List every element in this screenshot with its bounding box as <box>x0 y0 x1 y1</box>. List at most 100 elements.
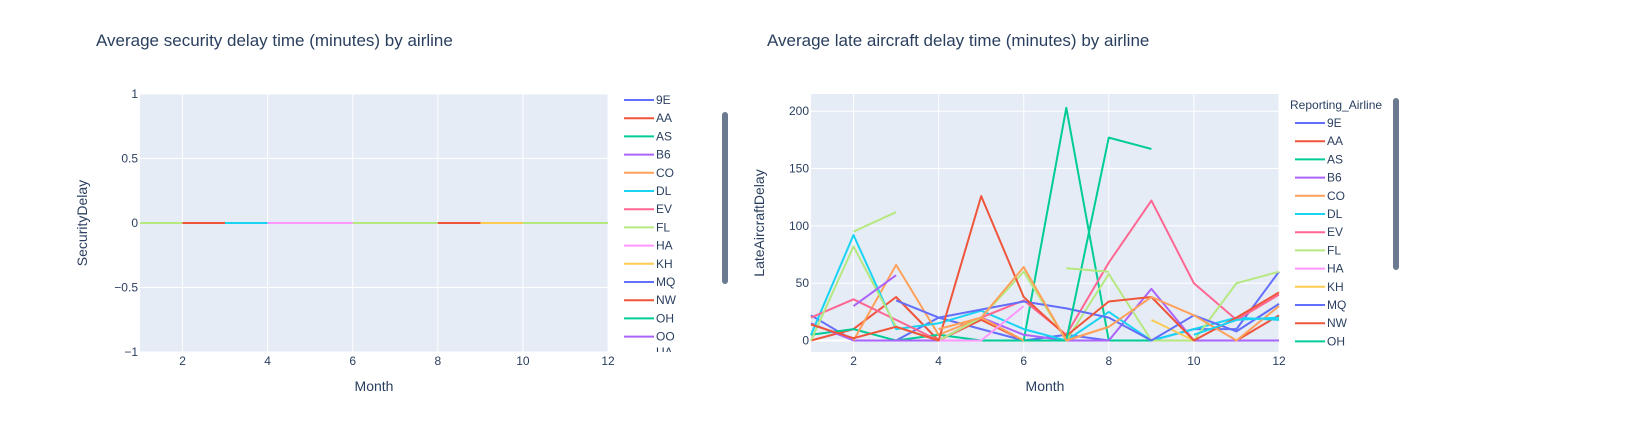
chart2-title: Average late aircraft delay time (minute… <box>767 31 1149 50</box>
legend-label: MQ <box>656 275 675 289</box>
legend-item[interactable]: AS <box>624 129 672 143</box>
chart1-legend-scrollbar[interactable] <box>722 112 728 284</box>
chart1-x-axis-label: Month <box>355 378 394 394</box>
legend-label: DL <box>1327 207 1343 221</box>
x-tick-label: 2 <box>179 354 186 368</box>
legend-item[interactable]: B6 <box>1295 171 1342 185</box>
legend-item[interactable]: DL <box>624 184 672 198</box>
legend-item[interactable]: HA <box>1295 262 1344 276</box>
x-tick-label: 8 <box>434 354 441 368</box>
y-tick-label: −0.5 <box>114 281 138 295</box>
legend-label: NW <box>1327 316 1348 330</box>
series-line <box>938 305 1025 342</box>
legend-label: CO <box>656 166 674 180</box>
chart2-lines <box>810 106 1280 342</box>
y-tick-label: 1 <box>131 87 138 101</box>
legend-item[interactable]: CO <box>624 166 674 180</box>
y-tick-label: −1 <box>124 345 138 359</box>
legend-item[interactable]: FL <box>1295 243 1341 257</box>
legend-item[interactable]: MQ <box>1295 298 1346 312</box>
legend-item[interactable]: KH <box>1295 280 1344 294</box>
series-line <box>938 266 1280 342</box>
chart2-y-axis-label: LateAircraftDelay <box>751 169 767 276</box>
legend-label: CO <box>1327 189 1345 203</box>
series-line <box>810 195 1280 342</box>
chart2-x-axis-label: Month <box>1026 378 1065 394</box>
chart1-y-axis-label: SecurityDelay <box>74 180 90 266</box>
legend-label: HA <box>656 239 673 253</box>
legend-item[interactable]: MQ <box>624 275 675 289</box>
x-tick-label: 10 <box>516 354 530 368</box>
x-tick-label: 12 <box>601 354 615 368</box>
legend-label: OH <box>656 311 674 325</box>
y-tick-label: 0 <box>131 216 138 230</box>
x-tick-label: 10 <box>1187 354 1201 368</box>
x-tick-label: 12 <box>1272 354 1286 368</box>
chart2-legend-title: Reporting_Airline <box>1290 98 1382 112</box>
x-tick-label: 4 <box>935 354 942 368</box>
chart2-y-ticks: 200 150 100 50 0 <box>789 104 809 347</box>
legend-label: EV <box>656 202 672 216</box>
legend-item[interactable]: NW <box>1295 316 1348 330</box>
legend-item[interactable]: EV <box>1295 225 1343 239</box>
legend-label: OO <box>656 330 675 344</box>
legend-item[interactable]: AA <box>1295 134 1343 148</box>
legend-item[interactable]: NW <box>624 293 677 307</box>
legend-item[interactable]: HA <box>624 239 673 253</box>
legend-label: OH <box>1327 334 1345 348</box>
legend-item[interactable]: 9E <box>624 93 671 107</box>
legend-label: FL <box>656 220 670 234</box>
chart2-legend-scrollbar[interactable] <box>1393 98 1399 270</box>
legend-label: AA <box>1327 134 1343 148</box>
legend-label-clipped: UA <box>656 345 673 359</box>
chart1-y-ticks: 1 0.5 0 −0.5 −1 <box>114 87 138 359</box>
y-tick-label: 0 <box>802 334 809 348</box>
y-tick-label: 150 <box>789 162 809 176</box>
series-line <box>852 274 897 307</box>
y-tick-label: 100 <box>789 219 809 233</box>
legend-item[interactable]: DL <box>1295 207 1343 221</box>
chart1-title: Average security delay time (minutes) by… <box>96 31 453 50</box>
legend-item[interactable]: B6 <box>624 148 671 162</box>
legend-item[interactable]: KH <box>624 257 673 271</box>
legend-label: KH <box>656 257 673 271</box>
x-tick-label: 4 <box>264 354 271 368</box>
legend-label: B6 <box>1327 171 1342 185</box>
chart2-x-ticks: 2 4 6 8 10 12 <box>850 354 1286 368</box>
legend-label: 9E <box>656 93 671 107</box>
legend-item[interactable]: AA <box>624 111 672 125</box>
series-line <box>810 245 1280 342</box>
chart1-x-ticks: 2 4 6 8 10 12 <box>179 354 615 368</box>
legend-item[interactable]: OH <box>624 311 674 325</box>
legend-label: HA <box>1327 262 1344 276</box>
legend-item[interactable]: EV <box>624 202 672 216</box>
y-tick-label: 0.5 <box>121 152 138 166</box>
legend-label: AS <box>1327 152 1343 166</box>
legend-item[interactable]: 9E <box>1295 116 1342 130</box>
series-line <box>810 287 1279 342</box>
series-line <box>1193 316 1280 336</box>
x-tick-label: 6 <box>349 354 356 368</box>
x-tick-label: 8 <box>1105 354 1112 368</box>
legend-item[interactable]: OO <box>624 330 675 344</box>
legend-label: B6 <box>656 148 671 162</box>
legend-label: AS <box>656 129 672 143</box>
series-line <box>1066 267 1109 273</box>
legend-item[interactable]: OH <box>1295 334 1345 348</box>
legend-label: NW <box>656 293 677 307</box>
legend-item[interactable]: AS <box>1295 152 1343 166</box>
x-tick-label: 6 <box>1020 354 1027 368</box>
chart2-legend[interactable]: 9E AA AS B6 CO DL EV FL HA KH MQ NW OH <box>1295 116 1348 348</box>
x-tick-label: 2 <box>850 354 857 368</box>
series-line <box>1023 136 1152 342</box>
legend-item[interactable]: CO <box>1295 189 1345 203</box>
legend-item[interactable]: FL <box>624 220 670 234</box>
legend-label: 9E <box>1327 116 1342 130</box>
y-tick-label: 200 <box>789 104 809 118</box>
legend-label: AA <box>656 111 672 125</box>
legend-label: MQ <box>1327 298 1346 312</box>
legend-label: FL <box>1327 243 1341 257</box>
legend-label: KH <box>1327 280 1344 294</box>
